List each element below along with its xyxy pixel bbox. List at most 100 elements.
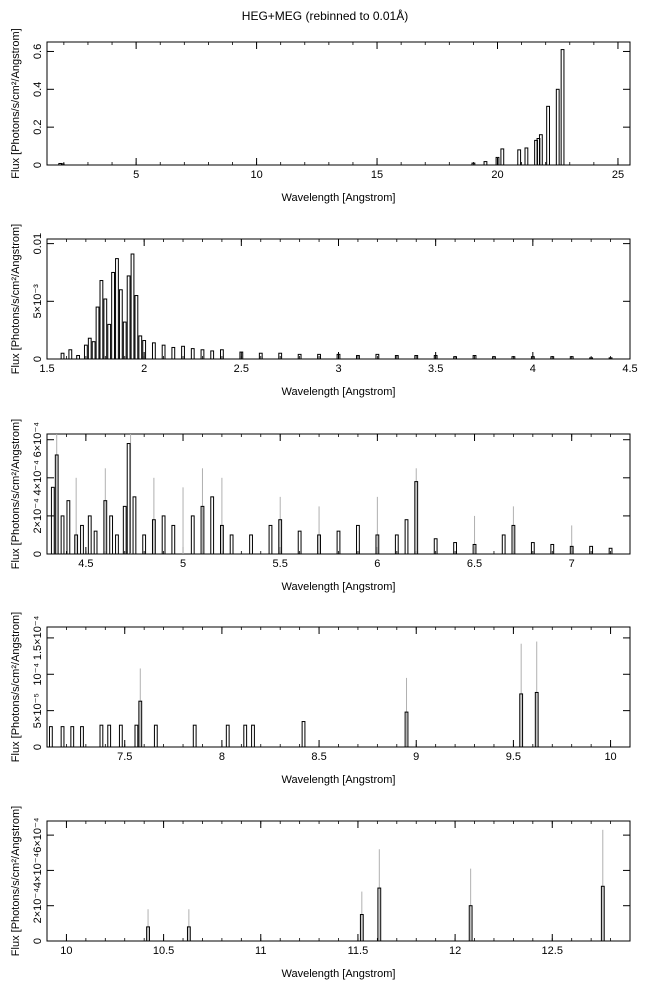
data-bar <box>492 356 496 360</box>
y-tick-label: 0.4 <box>32 82 44 97</box>
data-bar <box>151 519 156 555</box>
y-tick-label: 2×10⁻⁴ <box>32 498 44 534</box>
data-bar <box>251 724 255 748</box>
data-bar <box>278 352 283 360</box>
data-bar <box>181 345 185 360</box>
data-bar <box>192 724 197 748</box>
data-bar <box>301 721 306 748</box>
x-tick-label: 8.5 <box>311 751 326 763</box>
data-bar <box>359 914 364 942</box>
x-tick-label: 4.5 <box>622 363 637 375</box>
y-axis-label: Flux [Photons/s/cm²/Angstrom] <box>10 28 22 178</box>
data-bar <box>569 545 574 555</box>
data-bar <box>200 505 205 555</box>
data-bar <box>377 887 382 942</box>
data-bar <box>50 486 55 555</box>
x-tick-label: 3 <box>335 363 341 375</box>
x-tick-label: 9 <box>413 751 419 763</box>
data-bar <box>107 724 112 748</box>
y-tick-label: 0.6 <box>32 44 44 59</box>
x-axis-label: Wavelength [Angstrom] <box>282 968 396 980</box>
y-tick-label: 4×10⁻⁴ <box>32 852 44 888</box>
data-bar <box>414 481 419 555</box>
data-bar <box>356 355 360 360</box>
x-tick-label: 10 <box>60 945 72 957</box>
y-tick-label: 1.5×10⁻⁴ <box>32 615 44 660</box>
data-bar <box>600 885 605 942</box>
data-bar <box>278 519 283 555</box>
data-bar <box>550 543 555 555</box>
data-bar <box>122 505 127 555</box>
data-bar <box>268 524 273 555</box>
data-bar <box>375 353 380 360</box>
data-bar <box>83 344 88 360</box>
y-tick-label: 0 <box>32 356 44 362</box>
data-bar <box>200 349 205 360</box>
data-bar <box>111 271 115 360</box>
data-bar <box>54 454 59 555</box>
x-tick-label: 2.5 <box>234 363 249 375</box>
data-bar <box>243 724 248 748</box>
x-tick-label: 5 <box>133 169 139 181</box>
data-bar <box>433 355 438 360</box>
y-axis-label: Flux [Photons/s/cm²/Angstrom] <box>10 612 22 762</box>
data-bar <box>589 357 594 360</box>
y-tick-label: 0 <box>32 744 44 750</box>
x-tick-label: 9.5 <box>506 751 521 763</box>
data-bar <box>546 105 550 166</box>
x-tick-label: 5.5 <box>273 558 288 570</box>
x-tick-label: 10 <box>250 169 262 181</box>
data-bar <box>118 289 123 360</box>
data-bar <box>453 542 458 555</box>
x-tick-label: 7.5 <box>117 751 132 763</box>
data-bar <box>60 163 65 166</box>
data-bar <box>126 275 131 360</box>
data-bar <box>239 351 244 360</box>
x-axis-label: Wavelength [Angstrom] <box>282 581 396 593</box>
chart-title: HEG+MEG (rebinned to 0.01Å) <box>241 9 409 23</box>
data-bar <box>471 162 476 166</box>
plot-frame <box>46 433 631 555</box>
data-bar <box>608 547 613 555</box>
x-tick-label: 8 <box>219 751 225 763</box>
data-bar <box>336 530 341 555</box>
data-bar <box>115 534 119 555</box>
data-bar <box>468 905 473 942</box>
y-tick-label: 4×10⁻⁴ <box>32 460 44 496</box>
data-bar <box>210 350 215 360</box>
data-bar <box>297 353 302 360</box>
data-bar <box>122 321 127 360</box>
plot-frame <box>46 626 631 748</box>
data-bar <box>375 534 380 555</box>
data-bar <box>109 515 114 555</box>
data-bar <box>171 524 176 555</box>
data-bar <box>589 545 594 555</box>
y-tick-label: 10⁻⁴ <box>32 663 44 686</box>
data-bar <box>68 349 73 360</box>
data-bar <box>519 693 524 748</box>
data-bar <box>142 534 147 555</box>
data-bar <box>115 258 119 360</box>
data-bar <box>225 724 230 748</box>
data-bar <box>608 357 613 360</box>
data-bar <box>495 156 500 166</box>
data-bar <box>146 926 150 942</box>
data-bar <box>229 534 234 555</box>
data-bar <box>258 352 263 360</box>
data-bar <box>171 346 176 360</box>
data-bar <box>404 519 409 555</box>
data-bar <box>80 524 84 555</box>
x-tick-label: 20 <box>491 169 503 181</box>
data-bar <box>511 524 516 555</box>
data-bar <box>472 355 477 360</box>
data-bar <box>91 341 96 360</box>
data-bar <box>138 700 143 748</box>
y-tick-label: 5×10⁻⁵ <box>32 693 44 728</box>
data-bar <box>93 530 98 555</box>
x-tick-label: 7 <box>569 558 575 570</box>
data-bar <box>190 348 195 360</box>
x-tick-label: 2 <box>141 363 147 375</box>
data-bar <box>130 253 135 360</box>
data-bar <box>249 534 253 555</box>
